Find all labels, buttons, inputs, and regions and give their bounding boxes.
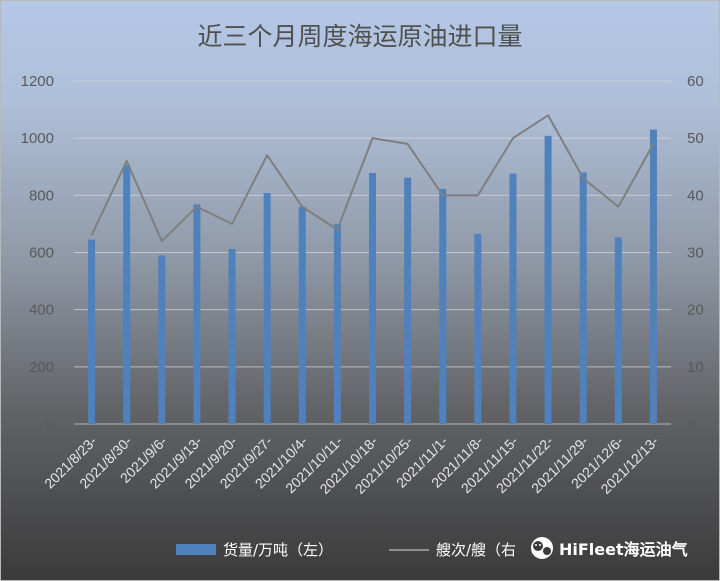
y-right-tick-label: 30 [687, 245, 704, 262]
legend-label-bar: 货量/万吨（左） [223, 541, 333, 559]
y-left-tick-label: 1000 [21, 130, 54, 147]
bar [649, 129, 657, 424]
chart-title: 近三个月周度海运原油进口量 [197, 22, 522, 51]
series-line [90, 114, 655, 243]
bar [298, 206, 306, 424]
y-right-tick-label: 20 [687, 302, 704, 319]
legend: 货量/万吨（左） 艘次/艘（右 [176, 541, 516, 559]
bar [88, 239, 96, 424]
bar [263, 193, 271, 424]
y-left-tick-label: 400 [29, 302, 54, 319]
y-right-tick-label: 60 [687, 73, 704, 90]
y-left-tick-label: 0 [46, 416, 54, 433]
y-left-tick-label: 800 [29, 187, 54, 204]
bar [579, 172, 587, 424]
y-left-tick-label: 200 [29, 359, 54, 376]
watermark: HiFleet海运油气 [531, 537, 688, 559]
legend-swatch-bar [176, 544, 216, 555]
bar [123, 165, 131, 424]
bar [369, 173, 376, 424]
bar [439, 189, 447, 424]
y-left-tick-label: 1200 [21, 73, 54, 90]
bar [474, 233, 482, 424]
bar [614, 237, 622, 424]
y-right-tick-label: 40 [687, 187, 704, 204]
bar-series [88, 129, 657, 424]
bar [228, 249, 236, 424]
y-right-tick-label: 50 [687, 130, 704, 147]
bar [509, 173, 517, 424]
y-right-tick-label: 10 [687, 359, 704, 376]
y-right-tick-label: 0 [687, 416, 695, 433]
left-axis-ticks: 0 200 400 600 800 1000 1200 [21, 73, 54, 433]
bar [158, 255, 166, 424]
watermark-text: HiFleet海运油气 [559, 540, 688, 559]
right-axis-ticks: 0 10 20 30 40 50 60 [687, 73, 704, 433]
x-axis-ticks: 2021/8/23-2021/8/30-2021/9/6-2021/9/13-2… [41, 433, 662, 497]
y-left-tick-label: 600 [29, 245, 54, 262]
bar [193, 204, 201, 424]
bar [333, 223, 341, 424]
line-series [90, 114, 655, 243]
legend-label-line: 艘次/艘（右 [436, 541, 516, 559]
bar [404, 177, 412, 424]
bar [544, 135, 552, 424]
wechat-icon [531, 537, 553, 559]
